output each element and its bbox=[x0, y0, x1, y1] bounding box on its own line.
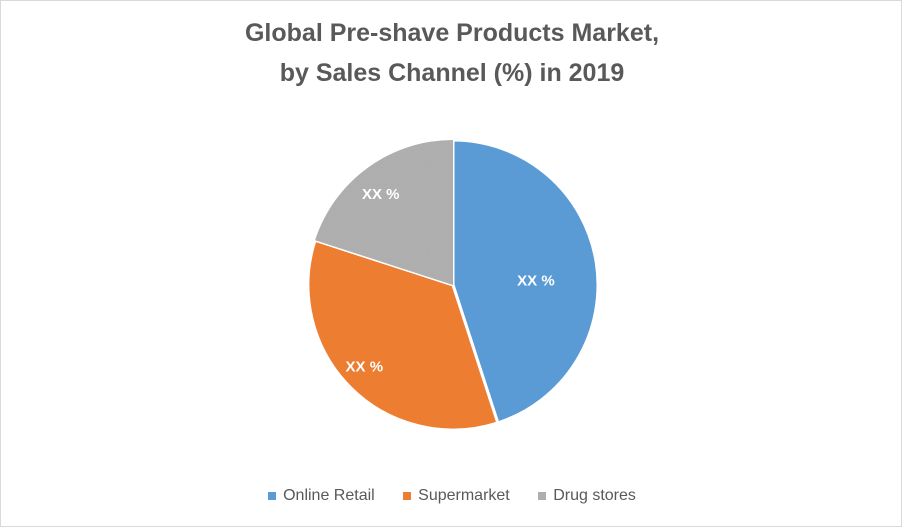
svg-text:XX %: XX % bbox=[517, 272, 555, 289]
svg-text:XX %: XX % bbox=[346, 358, 384, 375]
svg-text:XX %: XX % bbox=[362, 186, 400, 203]
